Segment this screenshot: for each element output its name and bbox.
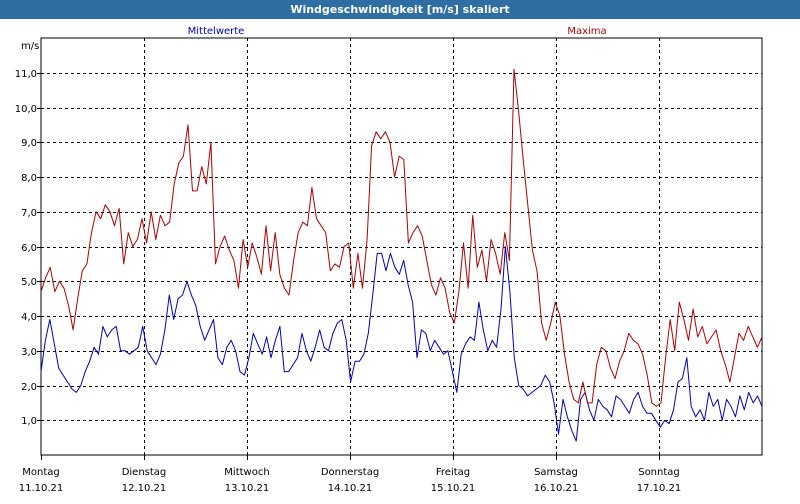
- x-tick-label-date: 11.10.21: [19, 483, 64, 494]
- x-tick-label-day: Montag: [22, 467, 59, 478]
- y-tick-label: 5,0: [21, 277, 37, 288]
- x-tick-label-date: 15.10.21: [431, 483, 476, 494]
- y-tick-label: 6,0: [21, 243, 37, 254]
- series-line-0: [40, 246, 763, 442]
- series-line-1: [40, 68, 763, 407]
- chart-title: Windgeschwindigkeit [m/s] skaliert: [0, 0, 800, 19]
- y-tick-label: 8,0: [21, 173, 37, 184]
- x-tick-label-date: 12.10.21: [122, 483, 167, 494]
- x-tick-label-date: 16.10.21: [534, 483, 579, 494]
- chart-area: 1,0 2,0 3,0 4,0 5,0 6,0 7,0 8,0 9,0 10,0 11,0 m/s Mo…: [0, 19, 800, 500]
- legend-label-0: Mittelwerte: [188, 26, 245, 37]
- x-tick-label-day: Donnerstag: [321, 467, 379, 478]
- x-tick-label-day: Sonntag: [638, 467, 680, 478]
- y-tick-label: 2,0: [21, 382, 37, 393]
- x-tick-label-date: 17.10.21: [637, 483, 682, 494]
- x-tick-label-day: Samstag: [534, 467, 578, 478]
- y-tick-label: 10,0: [15, 104, 37, 115]
- y-tick-label: 11,0: [15, 69, 37, 80]
- x-tick-label-day: Freitag: [436, 467, 470, 478]
- y-tick-label: 1,0: [21, 416, 37, 427]
- line-chart: 1,0 2,0 3,0 4,0 5,0 6,0 7,0 8,0 9,0 10,0 11,0 m/s Mo…: [15, 26, 763, 494]
- x-tick-label-date: 14.10.21: [328, 483, 373, 494]
- y-tick-label: 7,0: [21, 208, 37, 219]
- y-tick-label: 9,0: [21, 138, 37, 149]
- legend-label-1: Maxima: [567, 26, 606, 37]
- plot-frame: [40, 37, 763, 456]
- x-tick-label-day: Mittwoch: [224, 467, 269, 478]
- x-tick-label-day: Dienstag: [122, 467, 167, 478]
- x-tick-label-date: 13.10.21: [225, 483, 270, 494]
- y-axis-label: m/s: [21, 41, 39, 52]
- y-tick-label: 4,0: [21, 312, 37, 323]
- y-tick-label: 3,0: [21, 347, 37, 358]
